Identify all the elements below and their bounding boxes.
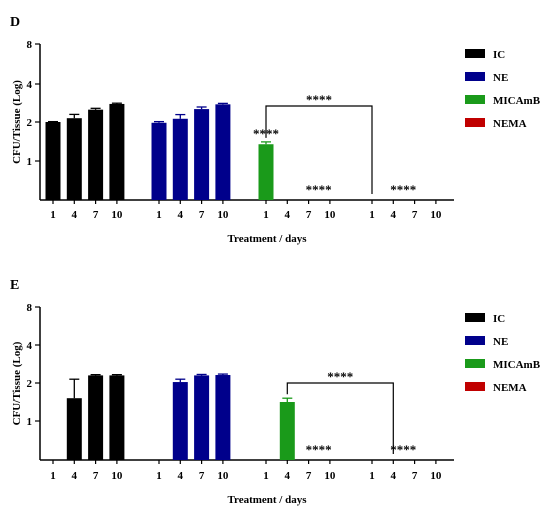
x-tick-label: 7 <box>306 470 312 482</box>
x-axis-title: Treatment / days <box>227 494 307 506</box>
x-tick-label: 1 <box>50 470 56 482</box>
legend-label: MICAmB <box>493 95 541 107</box>
bar <box>194 375 210 460</box>
x-tick-label: 1 <box>156 470 162 482</box>
x-tick-label: 4 <box>285 470 291 482</box>
panel-label: D <box>10 15 20 30</box>
bar <box>45 122 61 200</box>
bar <box>258 144 274 200</box>
bar <box>151 122 167 200</box>
significance-label: **** <box>306 442 332 457</box>
legend-label: NEMA <box>493 118 527 130</box>
y-tick-label: 2 <box>27 378 33 390</box>
x-tick-label: 7 <box>199 209 205 221</box>
x-tick-label: 1 <box>263 209 269 221</box>
x-tick-label: 10 <box>324 209 336 221</box>
legend-swatch <box>465 118 485 127</box>
x-tick-label: 1 <box>263 470 269 482</box>
significance-label: **** <box>327 369 353 384</box>
y-tick-label: 2 <box>27 117 33 129</box>
x-tick-label: 7 <box>412 209 418 221</box>
significance-bracket <box>286 382 394 454</box>
legend-swatch <box>465 336 485 345</box>
x-tick-label: 4 <box>391 209 397 221</box>
bar <box>172 382 188 460</box>
x-tick-label: 7 <box>93 470 99 482</box>
bar <box>215 375 231 460</box>
y-axis-title: CFU/Tissue (Log) <box>11 341 23 425</box>
x-tick-label: 1 <box>50 209 56 221</box>
significance-label: **** <box>390 182 416 197</box>
bar <box>194 109 210 200</box>
bar <box>88 375 104 460</box>
x-tick-label: 4 <box>178 209 184 221</box>
y-tick-label: 4 <box>27 340 33 352</box>
significance-label: **** <box>306 92 332 107</box>
legend-swatch <box>465 313 485 322</box>
legend-label: IC <box>493 313 505 325</box>
x-tick-label: 1 <box>369 209 375 221</box>
legend-swatch <box>465 72 485 81</box>
bar <box>109 375 125 460</box>
y-tick-label: 4 <box>27 79 33 91</box>
x-tick-label: 4 <box>391 470 397 482</box>
x-tick-label: 7 <box>199 470 205 482</box>
y-tick-label: 1 <box>27 416 33 428</box>
x-tick-label: 4 <box>178 470 184 482</box>
x-axis-title: Treatment / days <box>227 233 307 245</box>
legend-label: NEMA <box>493 382 527 394</box>
y-tick-label: 8 <box>27 39 33 51</box>
legend-swatch <box>465 359 485 368</box>
legend-label: NE <box>493 336 508 348</box>
legend-swatch <box>465 49 485 58</box>
x-tick-label: 10 <box>324 470 336 482</box>
bar <box>279 402 295 460</box>
x-tick-label: 7 <box>306 209 312 221</box>
significance-bracket <box>265 105 373 194</box>
x-tick-label: 7 <box>412 470 418 482</box>
legend-swatch <box>465 95 485 104</box>
x-tick-label: 4 <box>285 209 291 221</box>
bar <box>66 398 82 460</box>
x-tick-label: 4 <box>72 209 78 221</box>
bar <box>88 109 104 200</box>
bar <box>172 118 188 200</box>
legend-swatch <box>465 382 485 391</box>
x-tick-label: 10 <box>217 209 229 221</box>
x-tick-label: 1 <box>369 470 375 482</box>
x-tick-label: 10 <box>430 209 442 221</box>
x-tick-label: 7 <box>93 209 99 221</box>
significance-label: **** <box>306 182 332 197</box>
legend-label: IC <box>493 49 505 61</box>
legend-label: NE <box>493 72 508 84</box>
y-axis-title: CFU/Tissue (Log) <box>11 80 23 164</box>
x-tick-label: 4 <box>72 470 78 482</box>
x-tick-label: 1 <box>156 209 162 221</box>
y-tick-label: 1 <box>27 156 33 168</box>
x-tick-label: 10 <box>111 209 123 221</box>
x-tick-label: 10 <box>217 470 229 482</box>
significance-label: **** <box>390 442 416 457</box>
bar <box>66 118 82 200</box>
bar <box>109 103 125 200</box>
x-tick-label: 10 <box>430 470 442 482</box>
panel-label: E <box>10 278 19 293</box>
bar <box>215 104 231 200</box>
y-tick-label: 8 <box>27 302 33 314</box>
legend-label: MICAmB <box>493 359 541 371</box>
x-tick-label: 10 <box>111 470 123 482</box>
